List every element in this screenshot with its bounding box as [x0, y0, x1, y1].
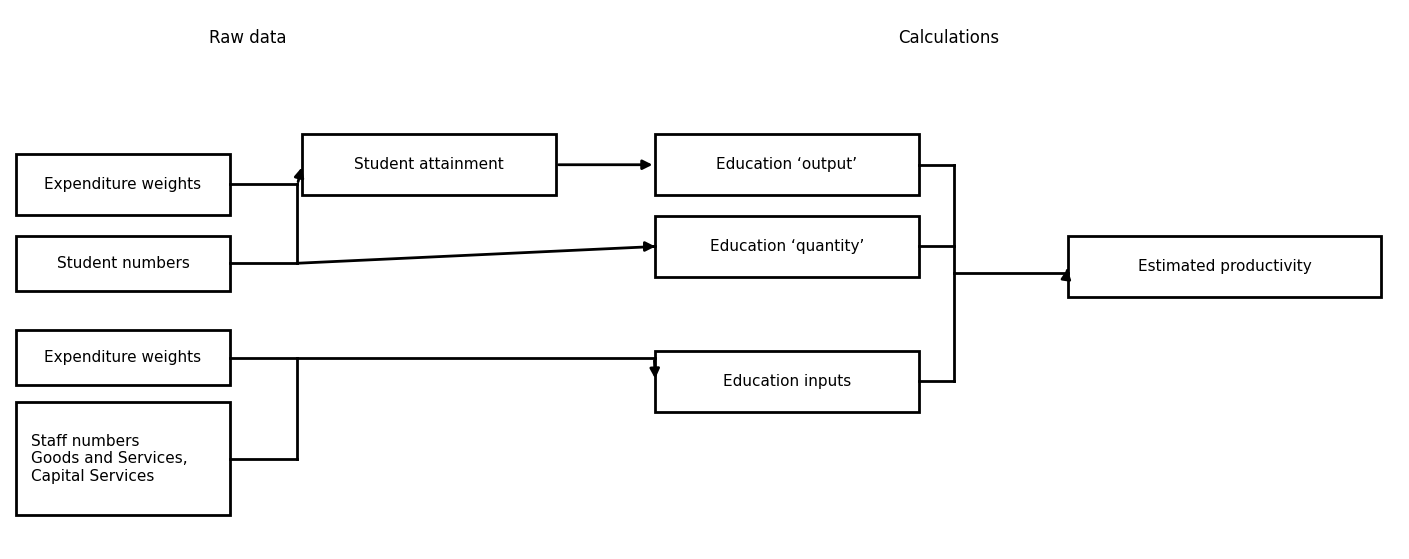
- FancyBboxPatch shape: [15, 402, 230, 515]
- FancyBboxPatch shape: [15, 154, 230, 215]
- Text: Expenditure weights: Expenditure weights: [45, 177, 201, 192]
- FancyBboxPatch shape: [15, 330, 230, 385]
- Text: Student attainment: Student attainment: [354, 157, 504, 172]
- Text: Expenditure weights: Expenditure weights: [45, 350, 201, 366]
- Text: Education ‘quantity’: Education ‘quantity’: [710, 239, 864, 254]
- Text: Raw data: Raw data: [209, 29, 286, 46]
- FancyBboxPatch shape: [15, 236, 230, 291]
- Text: Staff numbers
Goods and Services,
Capital Services: Staff numbers Goods and Services, Capita…: [31, 434, 187, 484]
- FancyBboxPatch shape: [303, 134, 557, 195]
- FancyBboxPatch shape: [1068, 236, 1381, 297]
- Text: Student numbers: Student numbers: [56, 256, 189, 271]
- FancyBboxPatch shape: [655, 351, 919, 412]
- Text: Calculations: Calculations: [898, 29, 999, 46]
- FancyBboxPatch shape: [655, 134, 919, 195]
- FancyBboxPatch shape: [655, 216, 919, 277]
- Text: Education inputs: Education inputs: [723, 374, 851, 389]
- Text: Estimated productivity: Estimated productivity: [1137, 259, 1312, 274]
- Text: Education ‘output’: Education ‘output’: [716, 157, 858, 172]
